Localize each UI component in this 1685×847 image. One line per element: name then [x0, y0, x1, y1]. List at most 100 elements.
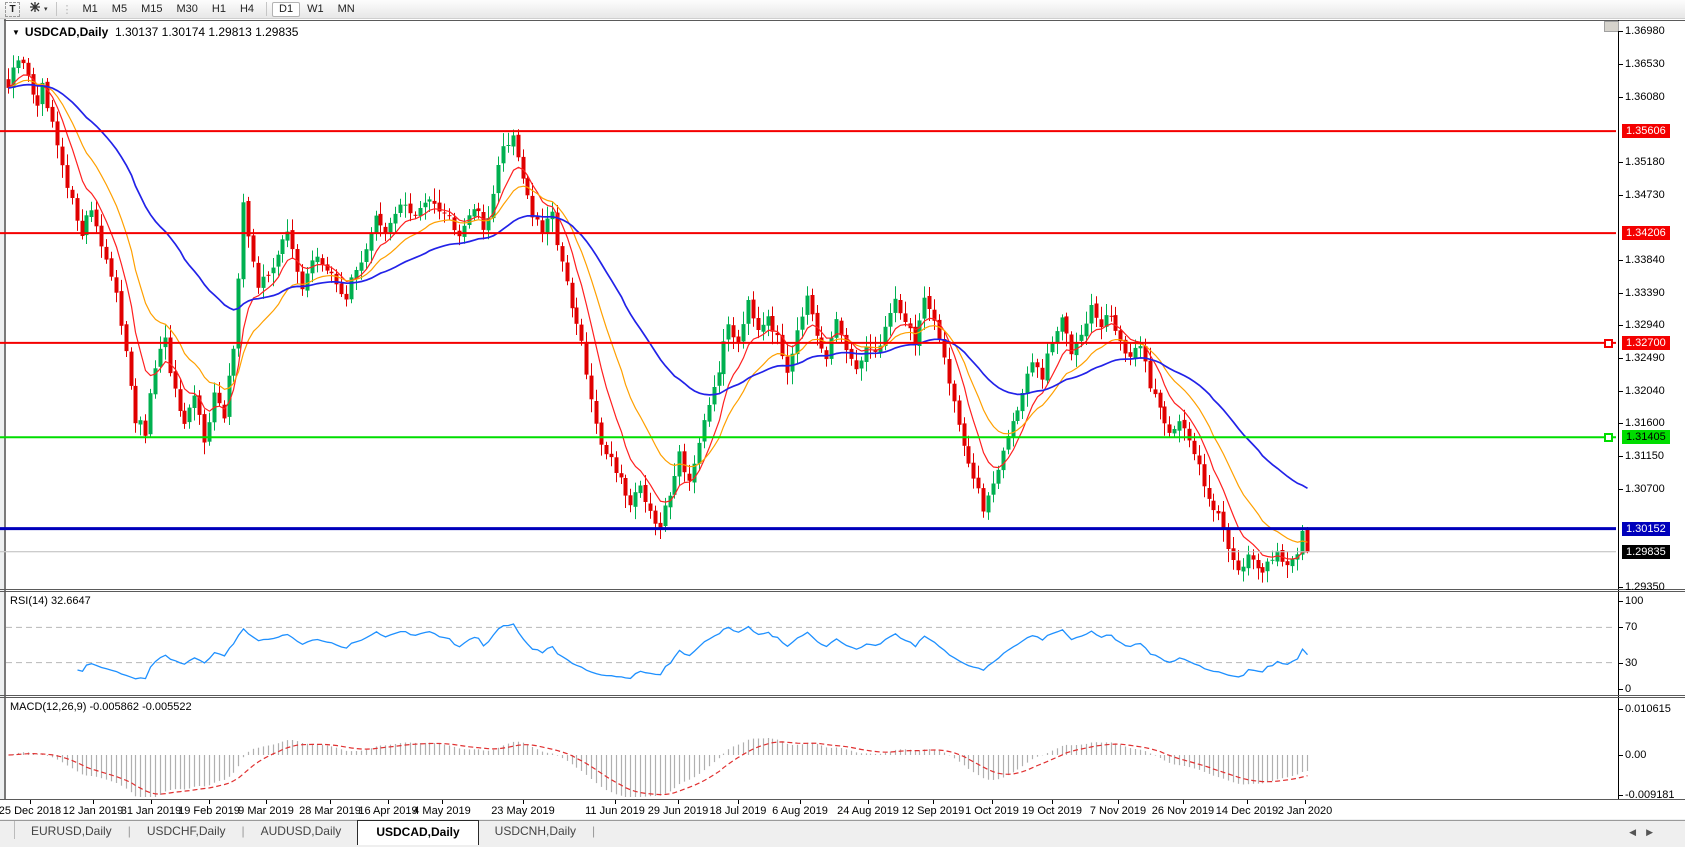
axis-tick-mark: [1618, 194, 1623, 196]
tab-audusd-daily[interactable]: AUDUSD,Daily: [260, 824, 342, 838]
timeframe-d1-button[interactable]: D1: [272, 1, 301, 17]
date-label: 19 Feb 2019: [178, 805, 240, 817]
date-tick-mark: [615, 800, 616, 804]
axis-tick-mark: [1618, 455, 1623, 457]
axis-tick-mark: [1618, 162, 1623, 164]
macd-scale-label: 0.010615: [1625, 702, 1671, 715]
hline-price-label: 1.32700: [1622, 335, 1670, 350]
timeframe-m5-button[interactable]: M5: [111, 2, 128, 15]
tab-usdcnh-daily[interactable]: USDCNH,Daily: [494, 824, 577, 838]
date-tick-mark: [523, 800, 524, 804]
price-axis[interactable]: 1.36980 1.36530 1.36080 1.35180 1.34730 1.338…: [1604, 19, 1685, 801]
timeframe-mn-button[interactable]: MN: [337, 2, 355, 15]
axis-tick-mark: [1618, 488, 1623, 490]
timeframe-m15-button[interactable]: M15: [141, 2, 163, 15]
cursor-tool-button[interactable]: ▾: [26, 0, 51, 18]
axis-tick-mark: [1618, 325, 1623, 327]
macd-chart-canvas[interactable]: [0, 698, 1685, 799]
axis-tick-mark: [1618, 662, 1623, 664]
axis-tick-mark: [1618, 390, 1623, 392]
hline-price-label: 1.31405: [1622, 430, 1670, 445]
date-label: 9 Mar 2019: [238, 805, 294, 817]
date-tick-mark: [738, 800, 739, 804]
timeframe-m30-button[interactable]: M30: [176, 2, 198, 15]
macd-scale-label: 0.00: [1625, 749, 1647, 761]
axis-tick-mark: [1618, 794, 1623, 796]
axis-tick-mark: [1618, 708, 1623, 710]
date-label: 12 Jan 2019: [62, 805, 124, 817]
tab-separator: |: [127, 824, 131, 838]
date-axis[interactable]: 25 Dec 2018 12 Jan 2019 31 Jan 2019 19 Feb …: [0, 800, 1685, 819]
timeframe-h4-button[interactable]: H4: [239, 2, 255, 15]
price-tick-label: 1.32490: [1625, 352, 1665, 365]
chart-ohlc-values: 1.30137 1.30174 1.29813 1.29835: [114, 25, 299, 39]
price-tick-label: 1.36530: [1625, 57, 1665, 70]
date-tick-mark: [30, 800, 31, 804]
hline-price-label: 1.34206: [1622, 226, 1670, 241]
axis-tick-mark: [1618, 755, 1623, 756]
panel-splitter[interactable]: [0, 695, 1685, 696]
date-label: 11 Jun 2019: [585, 805, 645, 817]
price-tick-label: 1.29350: [1625, 580, 1665, 593]
timeframe-h1-button[interactable]: H1: [211, 2, 226, 15]
date-label: 16 Apr 2019: [358, 805, 418, 817]
tab-usdcad-daily[interactable]: USDCAD,Daily: [357, 820, 479, 845]
tab-separator: |: [241, 824, 245, 838]
date-label: 19 Oct 2019: [1022, 805, 1082, 817]
symbol-dropdown-icon[interactable]: ▼: [12, 28, 20, 37]
tab-eurusd-daily[interactable]: EURUSD,Daily: [31, 824, 112, 838]
price-tick-label: 1.36080: [1625, 90, 1665, 103]
tab-separator: |: [592, 824, 596, 838]
tab-scroll-arrows: ◀▶: [1629, 827, 1663, 838]
axis-tick-mark: [1618, 601, 1623, 602]
panel-splitter[interactable]: [0, 591, 1685, 592]
axis-tick-mark: [1618, 63, 1623, 65]
date-tick-mark: [992, 800, 993, 804]
rsi-scale-label: 70: [1625, 621, 1638, 634]
price-tick-label: 1.33390: [1625, 286, 1665, 299]
toolbar-separator: [55, 2, 57, 16]
axis-tick-mark: [1618, 292, 1623, 294]
price-tick-label: 1.33840: [1625, 253, 1665, 266]
date-label: 26 Nov 2019: [1151, 805, 1215, 817]
hline-handle[interactable]: [1604, 338, 1613, 348]
date-label: 29 Jun 2019: [647, 805, 709, 817]
timeframe-m1-button[interactable]: M1: [82, 2, 98, 15]
hline-price-label: 1.35606: [1622, 124, 1670, 139]
toolbar-separator: [266, 2, 268, 16]
panel-splitter[interactable]: [0, 589, 1685, 590]
chart-window: [4, 19, 1685, 819]
dropdown-caret-icon: ▾: [44, 5, 48, 13]
tab-scroll-left-icon[interactable]: ◀: [1629, 827, 1647, 837]
rsi-scale-label: 100: [1625, 595, 1644, 607]
date-tick-mark: [1183, 800, 1184, 804]
macd-indicator-label: MACD(12,26,9) -0.005862 -0.005522: [10, 701, 192, 713]
macd-bottom-border: [0, 799, 1685, 800]
date-tick-mark: [1118, 800, 1119, 804]
panel-splitter[interactable]: [0, 697, 1685, 698]
price-tick-label: 1.32040: [1625, 384, 1665, 397]
date-tick-mark: [1247, 800, 1248, 804]
date-label: 23 May 2019: [491, 805, 555, 817]
date-tick-mark: [933, 800, 934, 804]
rsi-indicator-label: RSI(14) 32.6647: [10, 595, 91, 607]
rsi-chart-canvas[interactable]: [0, 592, 1685, 695]
price-chart-canvas[interactable]: [0, 21, 1685, 589]
date-tick-mark: [330, 800, 331, 804]
price-tick-label: 1.34730: [1625, 188, 1665, 201]
tab-usdchf-daily[interactable]: USDCHF,Daily: [146, 824, 226, 838]
price-axis-border: [1618, 20, 1619, 800]
hline-handle[interactable]: [1604, 433, 1613, 443]
tab-list-stub: [0, 821, 15, 839]
price-tick-label: 1.36980: [1625, 25, 1665, 37]
chart-title: ▼ USDCAD,Daily 1.30137 1.30174 1.29813 1.…: [12, 25, 298, 39]
tab-scroll-right-icon[interactable]: ▶: [1646, 827, 1663, 837]
timeframe-w1-button[interactable]: W1: [307, 2, 324, 15]
date-tick-mark: [442, 800, 443, 804]
date-tick-mark: [1052, 800, 1053, 804]
chart-top-border: [4, 20, 1685, 21]
date-tick-mark: [93, 800, 94, 804]
price-tick-label: 1.35180: [1625, 156, 1665, 169]
text-tool-button[interactable]: T: [5, 1, 20, 17]
chart-scroll-thumb[interactable]: [1604, 21, 1619, 32]
